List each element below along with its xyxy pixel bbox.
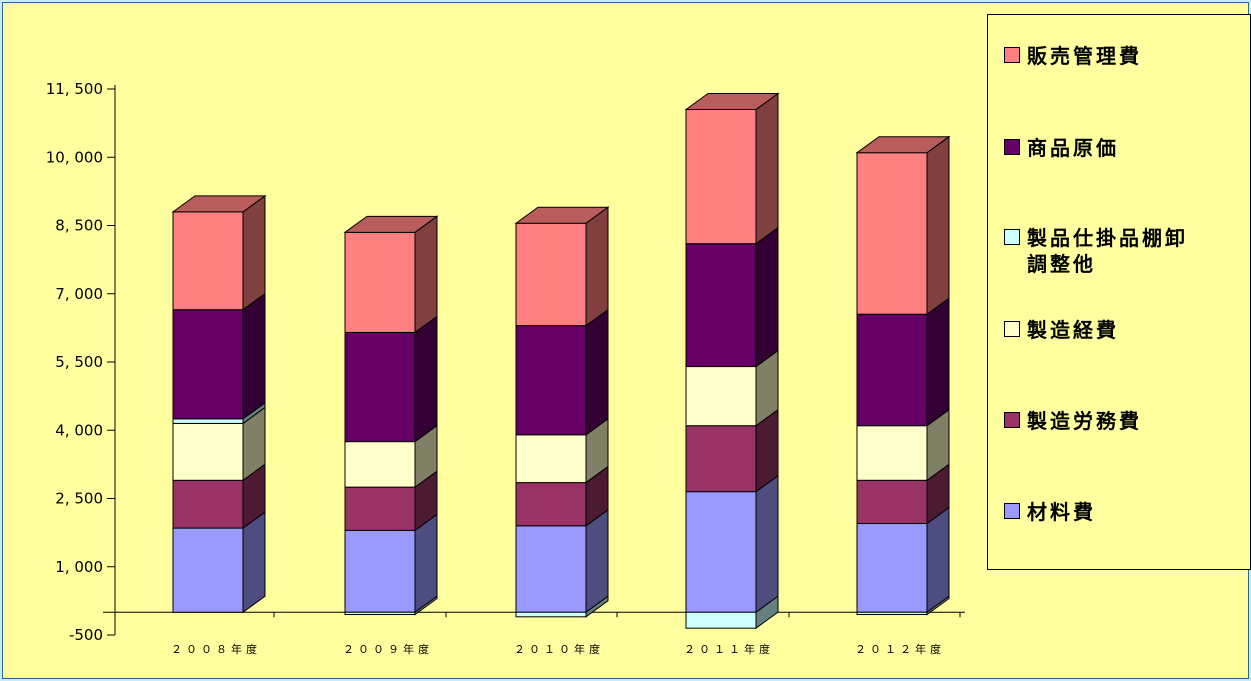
x-tick-label: ２０１２年度 — [855, 642, 945, 656]
bar-商品原価-２０１０年度-front — [515, 325, 587, 436]
x-tick-label: ２０１１年度 — [684, 642, 774, 656]
legend-label: 商品原価 — [1027, 136, 1119, 160]
bar-材料費-２０１１年度-side — [755, 474, 779, 614]
bar-販売管理費-２０１２年度-side — [926, 135, 950, 316]
bar-材料費-２０１２年度-front — [856, 523, 928, 613]
bar-製造経費-２０１１年度-front — [685, 366, 757, 427]
bar-top-２０１０年度 — [514, 206, 610, 224]
bar-商品原価-２０１２年度-front — [856, 313, 928, 427]
y-tick-label: 1, 000 — [55, 558, 103, 576]
bar-製造経費-２００９年度-front — [344, 441, 416, 488]
legend: 販売管理費商品原価製品仕掛品棚卸 調整他製造経費製造労務費材料費 — [987, 14, 1251, 570]
bar-材料費-２０１０年度-side — [585, 508, 609, 614]
bar-製品仕掛品棚卸調整他-２０１０年度-side — [585, 595, 609, 618]
bar-販売管理費-２０１０年度-side — [585, 206, 609, 327]
bar-製品仕掛品棚卸調整他-２００８年度-front — [172, 418, 244, 424]
bar-製品仕掛品棚卸調整他-２０１０年度-front — [515, 611, 587, 618]
bar-top-２００９年度 — [343, 215, 439, 233]
bar-材料費-２００８年度-front — [172, 527, 244, 613]
plot-area: -500 1, 000 2, 500 4, 000 5, 500 7, 000 8, 500… — [46, 80, 965, 656]
bar-商品原価-２０１１年度-front — [685, 243, 757, 368]
y-tick-label: 10, 000 — [46, 148, 103, 166]
legend-item: 製造労務費 — [1004, 408, 1251, 434]
bar-製品仕掛品棚卸調整他-２００９年度-side — [414, 595, 438, 616]
legend-label: 製造労務費 — [1027, 409, 1142, 433]
legend-item: 製品仕掛品棚卸 調整他 — [1004, 225, 1251, 277]
bar-製品仕掛品棚卸調整他-２０１２年度-front — [856, 611, 928, 616]
bar-製造労務費-２０１０年度-front — [515, 482, 587, 527]
legend-swatch — [1004, 321, 1020, 337]
legend-swatch — [1004, 229, 1020, 245]
y-tick-label: 4, 000 — [55, 421, 103, 439]
bar-製品仕掛品棚卸調整他-２００９年度-front — [344, 611, 416, 616]
bar-商品原価-２００９年度-front — [344, 331, 416, 443]
bar-top-２０１２年度 — [855, 136, 951, 154]
bar-販売管理費-２００９年度-side — [414, 215, 438, 334]
y-tick-label: 7, 000 — [55, 285, 103, 303]
y-tick-label: 2, 500 — [55, 490, 103, 508]
bar-製品仕掛品棚卸調整他-２０１１年度-front — [685, 611, 757, 629]
bar-商品原価-２０１１年度-side — [755, 226, 779, 368]
bar-販売管理費-２０１１年度-side — [755, 92, 779, 245]
bar-材料費-２００８年度-side — [242, 511, 266, 614]
bar-製造労務費-２００９年度-front — [344, 486, 416, 531]
bar-販売管理費-２００８年度-front — [172, 211, 244, 311]
legend-swatch — [1004, 412, 1020, 428]
legend-label: 製造経費 — [1027, 318, 1119, 342]
bar-製造労務費-２０１２年度-front — [856, 479, 928, 525]
bar-販売管理費-２００８年度-side — [242, 194, 266, 311]
bar-材料費-２０１１年度-front — [685, 491, 757, 613]
x-tick-label: ２００９年度 — [343, 642, 433, 656]
bar-製造経費-２００８年度-front — [172, 422, 244, 481]
bar-材料費-２０１２年度-side — [926, 506, 950, 614]
bar-材料費-２００９年度-front — [344, 529, 416, 613]
bar-製造労務費-２０１１年度-front — [685, 425, 757, 493]
bar-材料費-２００９年度-side — [414, 513, 438, 614]
bar-商品原価-２００９年度-side — [414, 315, 438, 443]
legend-label: 製品仕掛品棚卸 調整他 — [1027, 226, 1188, 276]
bar-製造労務費-２００８年度-front — [172, 479, 244, 529]
legend-label: 材料費 — [1027, 500, 1096, 524]
bar-商品原価-２０１０年度-side — [585, 308, 609, 436]
bar-商品原価-２０１２年度-side — [926, 297, 950, 427]
legend-label: 販売管理費 — [1027, 44, 1142, 68]
bar-商品原価-２００８年度-side — [242, 292, 266, 420]
bar-top-２０１１年度 — [684, 92, 780, 110]
bar-販売管理費-２０１２年度-front — [856, 152, 928, 315]
legend-item: 製造経費 — [1004, 317, 1251, 343]
y-tick-label: 5, 500 — [55, 353, 103, 371]
y-tick-label: 8, 500 — [55, 217, 103, 235]
bar-製品仕掛品棚卸調整他-２０１１年度-side — [755, 595, 779, 630]
bar-製造経費-２０１２年度-front — [856, 425, 928, 481]
bar-商品原価-２００８年度-front — [172, 309, 244, 420]
bar-販売管理費-２０１０年度-front — [515, 222, 587, 327]
bar-製品仕掛品棚卸調整他-２０１２年度-side — [926, 595, 950, 616]
legend-swatch — [1004, 47, 1020, 63]
legend-swatch — [1004, 503, 1020, 519]
bar-材料費-２０１０年度-front — [515, 525, 587, 613]
bar-top-２００８年度 — [171, 195, 267, 213]
y-tick-label: -500 — [69, 626, 103, 644]
legend-item: 材料費 — [1004, 499, 1251, 525]
legend-swatch — [1004, 139, 1020, 155]
x-tick-label: ２０１０年度 — [514, 642, 604, 656]
bar-製造経費-２０１０年度-front — [515, 434, 587, 484]
bar-販売管理費-２０１１年度-front — [685, 108, 757, 245]
y-tick-label: 11, 500 — [46, 80, 103, 98]
legend-item: 商品原価 — [1004, 135, 1251, 161]
bar-販売管理費-２００９年度-front — [344, 231, 416, 333]
legend-item: 販売管理費 — [1004, 43, 1251, 69]
x-tick-label: ２００８年度 — [171, 642, 261, 656]
